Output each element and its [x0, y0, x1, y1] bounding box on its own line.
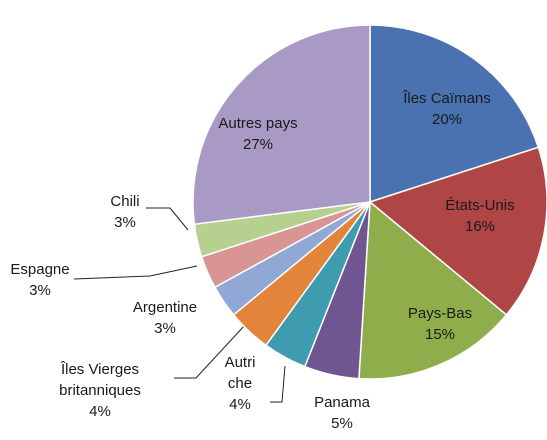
leader-line: [73, 265, 198, 280]
pie-slice: [369, 24, 540, 204]
category-line: Panama: [314, 394, 371, 411]
slice-label: Chili 3%: [110, 193, 139, 231]
slice-label: Autres pays 27%: [218, 115, 297, 153]
category-line: britanniques: [59, 382, 141, 399]
category-label: Pays-Bas: [408, 305, 472, 322]
leader-line: [146, 207, 189, 231]
category-line: che: [228, 375, 252, 392]
slice-label: États-Unis 16%: [445, 197, 514, 235]
category-label: Chili: [110, 193, 139, 210]
category-line: États-Unis: [445, 197, 514, 214]
slice-label: Espagne 3%: [10, 261, 69, 299]
leader-line: [174, 324, 246, 379]
category-line: Pays-Bas: [408, 305, 472, 322]
category-label: Autri che: [225, 354, 256, 392]
category-label: Panama: [314, 394, 371, 411]
value-label: 3%: [114, 214, 136, 231]
category-label: États-Unis: [445, 197, 514, 214]
slice-label: Argentine 3%: [133, 299, 197, 337]
category-line: Espagne: [10, 261, 69, 278]
category-line: Îles Vierges: [60, 361, 139, 378]
category-label: Îles Vierges britanniques: [59, 361, 141, 399]
slice-label: Panama 5%: [314, 394, 371, 432]
slice-label: Îles Caïmans 20%: [402, 90, 491, 128]
value-label: 4%: [229, 396, 251, 413]
slice-label: Îles Vierges britanniques 4%: [59, 361, 141, 420]
value-label: 20%: [432, 111, 462, 128]
value-label: 16%: [465, 218, 495, 235]
value-label: 5%: [331, 415, 353, 432]
category-label: Autres pays: [218, 115, 297, 132]
pie-slice: [358, 200, 508, 380]
category-label: Espagne: [10, 261, 69, 278]
value-label: 27%: [243, 136, 273, 153]
value-label: 15%: [425, 326, 455, 343]
slice-label: Autri che 4%: [225, 354, 256, 413]
leader-line: [270, 365, 286, 403]
value-label: 3%: [29, 282, 51, 299]
category-label: Îles Caïmans: [402, 90, 491, 107]
category-label: Argentine: [133, 299, 197, 316]
pie-slice: [192, 24, 371, 226]
category-line: Îles Caïmans: [402, 90, 491, 107]
value-label: 4%: [89, 403, 111, 420]
category-line: Autres pays: [218, 115, 297, 132]
category-line: Chili: [110, 193, 139, 210]
category-line: Argentine: [133, 299, 197, 316]
slice-label: Pays-Bas 15%: [408, 305, 472, 343]
value-label: 3%: [154, 320, 176, 337]
pie-slice: [368, 146, 547, 316]
category-line: Autri: [225, 354, 256, 371]
